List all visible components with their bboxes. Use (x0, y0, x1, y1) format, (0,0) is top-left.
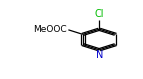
Text: MeOOC: MeOOC (34, 25, 67, 34)
Text: N: N (96, 50, 104, 60)
Text: Cl: Cl (94, 9, 104, 19)
